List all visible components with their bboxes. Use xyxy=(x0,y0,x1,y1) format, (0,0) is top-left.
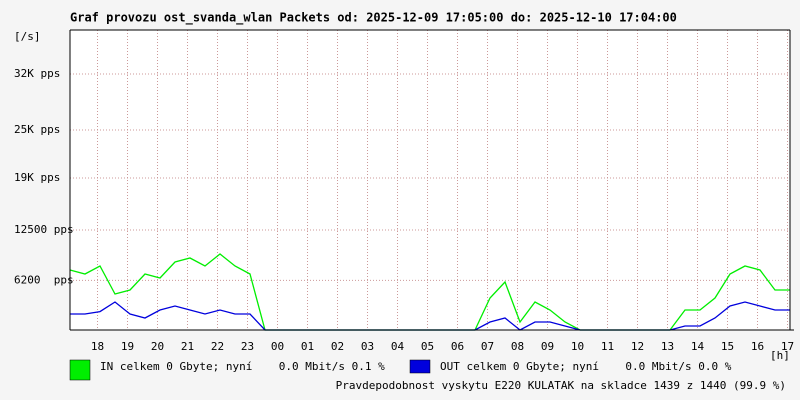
y-tick-label: 19K pps xyxy=(14,171,60,184)
legend-label: IN celkem 0 Gbyte; nyní 0.0 Mbit/s 0.1 % xyxy=(100,360,385,373)
x-tick-label: 00 xyxy=(271,340,284,353)
note: Pravdepodobnost vyskytu E220 KULATAK na … xyxy=(336,379,786,392)
x-tick-label: 15 xyxy=(721,340,734,353)
x-tick-label: 09 xyxy=(541,340,554,353)
x-tick-label: 19 xyxy=(121,340,134,353)
x-tick-label: 16 xyxy=(751,340,764,353)
x-tick-label: 07 xyxy=(481,340,494,353)
y-tick-label: 6200 pps xyxy=(14,273,74,286)
x-tick-label: 22 xyxy=(211,340,224,353)
x-tick-label: 12 xyxy=(631,340,644,353)
x-tick-label: 21 xyxy=(181,340,194,353)
x-tick-label: 08 xyxy=(511,340,524,353)
x-tick-label: 14 xyxy=(691,340,705,353)
x-tick-label: 02 xyxy=(331,340,344,353)
x-tick-label: 18 xyxy=(91,340,104,353)
x-tick-label: 03 xyxy=(361,340,374,353)
grid xyxy=(70,30,790,330)
x-tick-label: 04 xyxy=(391,340,405,353)
x-tick-label: 06 xyxy=(451,340,464,353)
y-tick-label: 25K pps xyxy=(14,123,60,136)
y-tick-label: 12500 pps xyxy=(14,223,74,236)
x-tick-label: 20 xyxy=(151,340,164,353)
x-tick-label: 17 xyxy=(781,340,794,353)
y-tick-label: 32K pps xyxy=(14,67,60,80)
y-axis-label: [/s] xyxy=(14,30,41,43)
x-tick-label: 11 xyxy=(601,340,614,353)
chart-title: Graf provozu ost_svanda_wlan Packets od:… xyxy=(70,11,677,26)
legend-label: OUT celkem 0 Gbyte; nyní 0.0 Mbit/s 0.0 … xyxy=(440,360,732,373)
x-tick-label: 23 xyxy=(241,340,254,353)
x-tick-label: 10 xyxy=(571,340,584,353)
legend-swatch xyxy=(69,359,91,381)
legend-swatch xyxy=(409,359,431,374)
x-tick-label: 13 xyxy=(661,340,674,353)
x-tick-label: 05 xyxy=(421,340,434,353)
x-axis-label: [h] xyxy=(770,349,790,362)
x-tick-label: 01 xyxy=(301,340,314,353)
plot-area xyxy=(70,30,790,330)
